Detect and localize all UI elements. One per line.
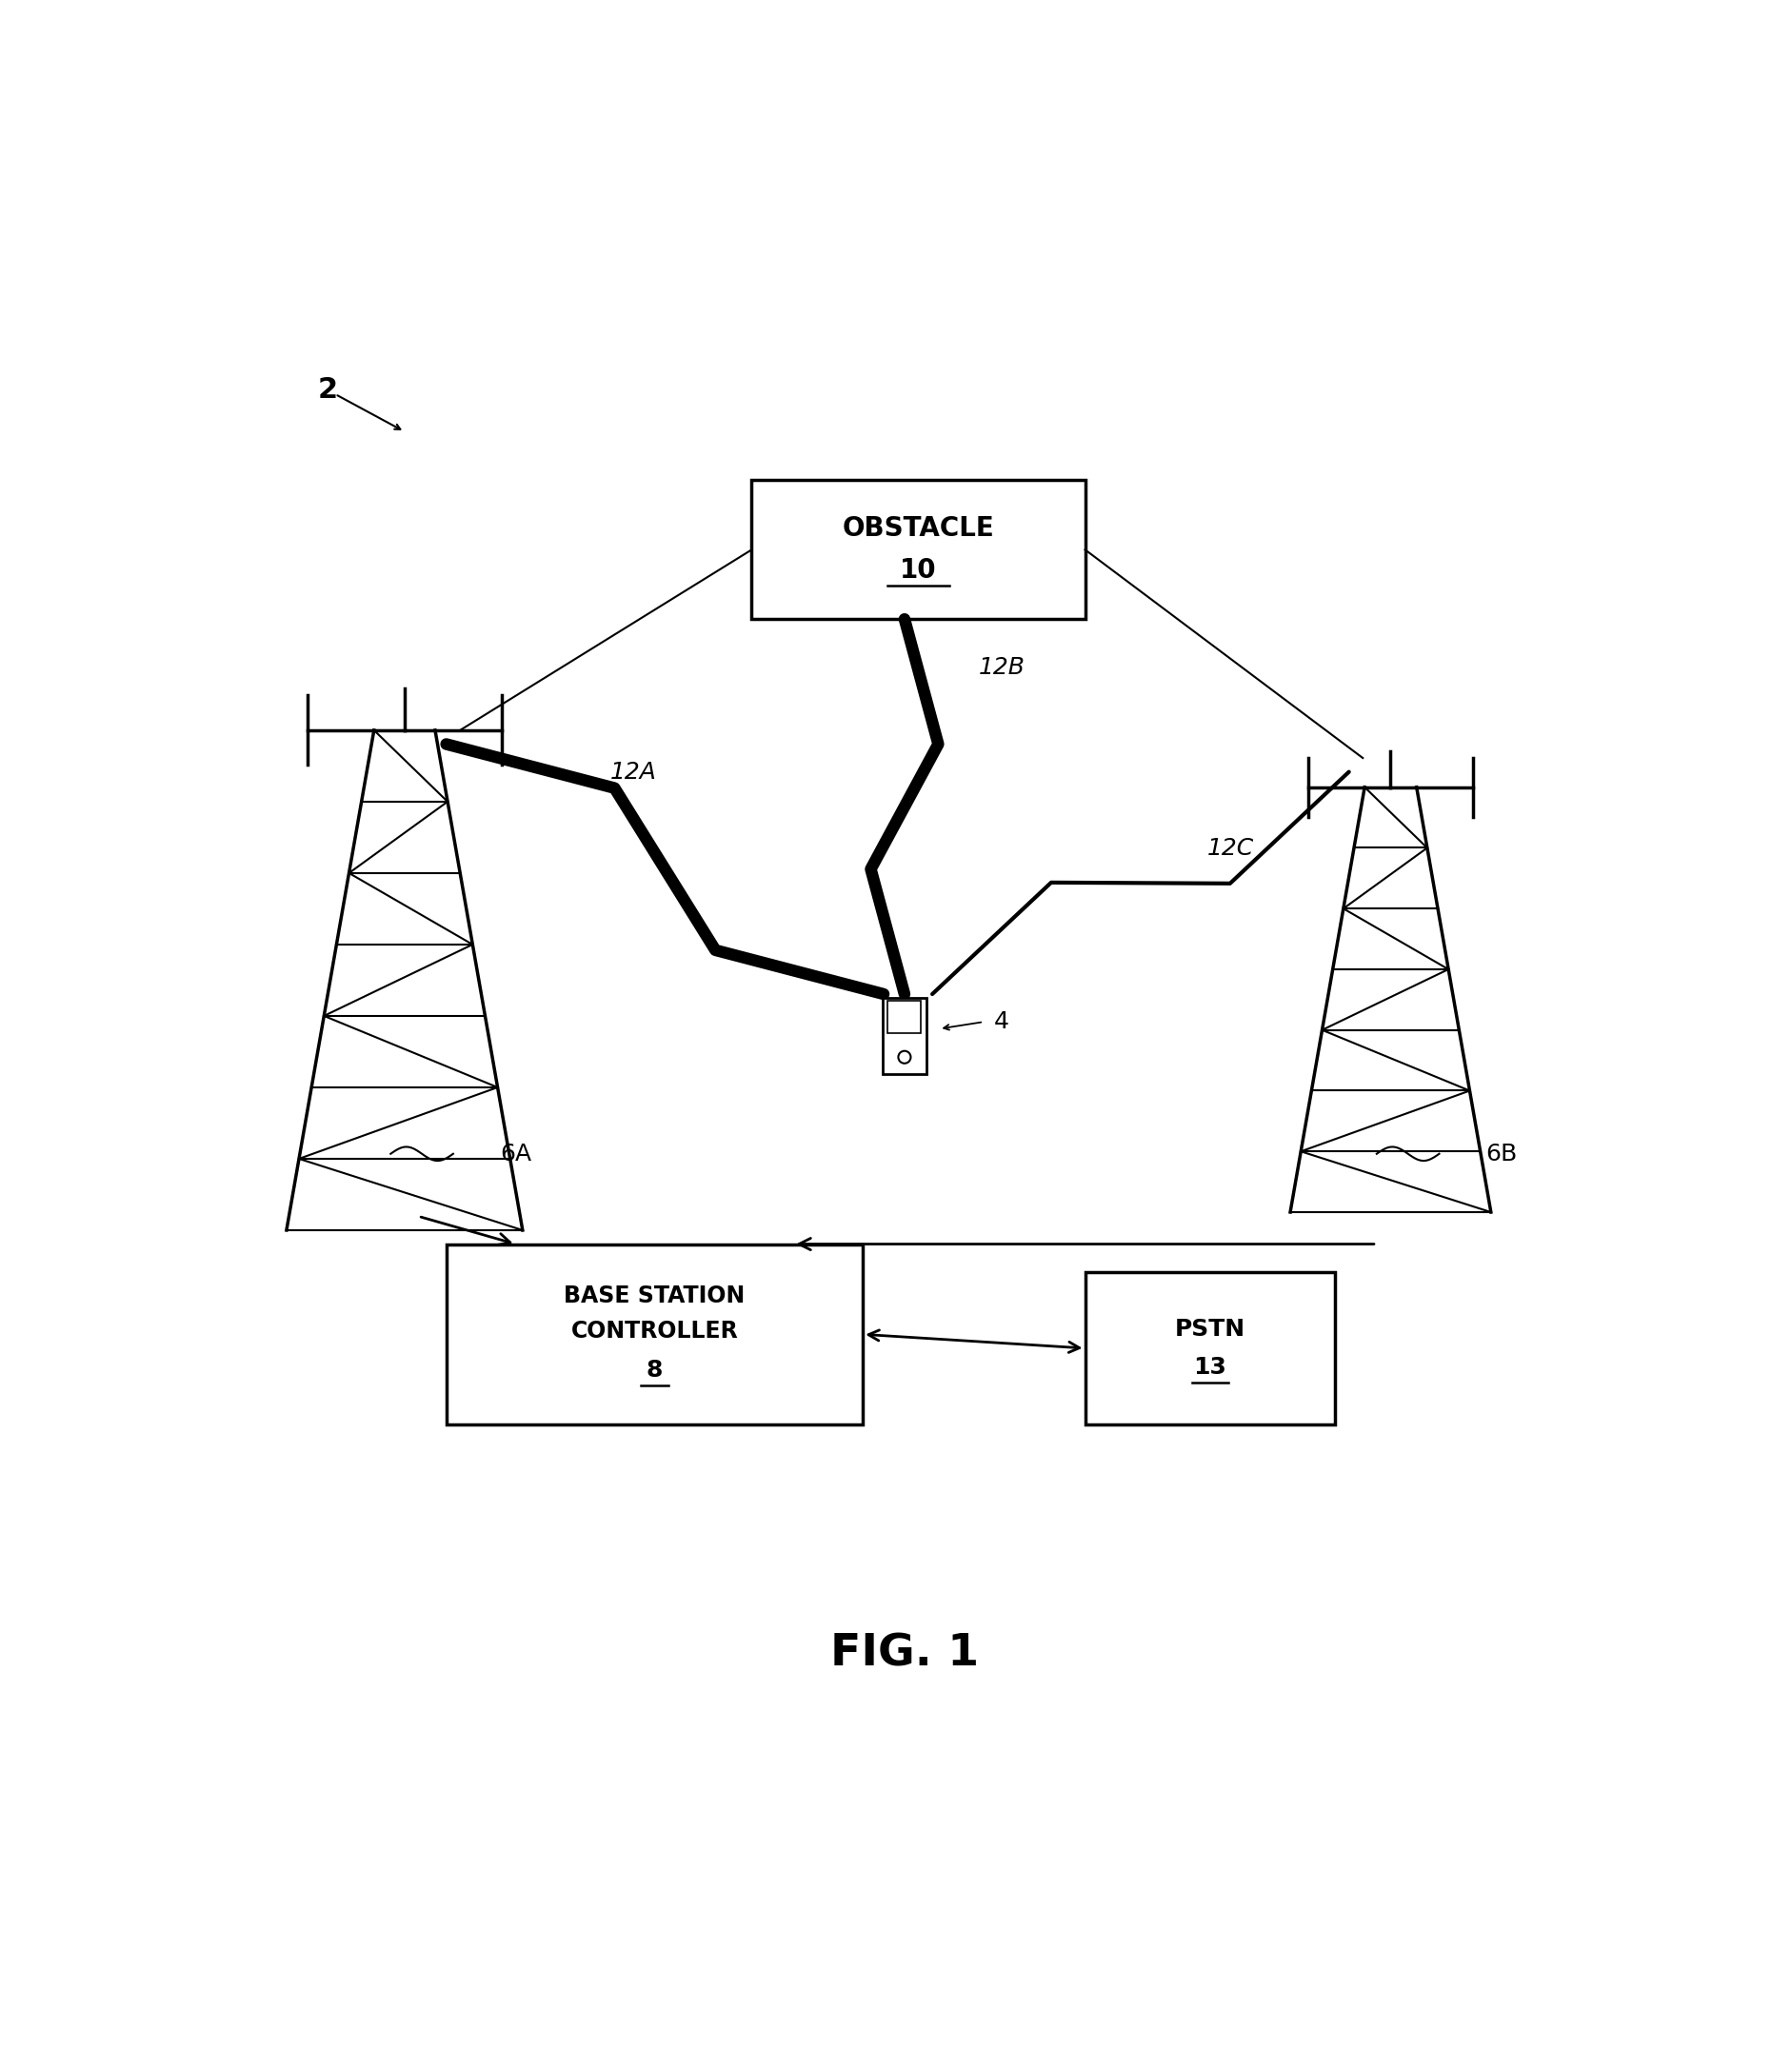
Circle shape bbox=[898, 1050, 910, 1062]
Text: BASE STATION: BASE STATION bbox=[564, 1284, 745, 1306]
Text: 12C: 12C bbox=[1208, 837, 1254, 859]
Text: 10: 10 bbox=[900, 558, 937, 585]
Text: 13: 13 bbox=[1193, 1356, 1228, 1378]
Text: 6B: 6B bbox=[1486, 1142, 1518, 1165]
Bar bbox=[446, 1245, 862, 1425]
Text: PSTN: PSTN bbox=[1176, 1317, 1245, 1339]
Bar bbox=[1084, 1272, 1335, 1425]
Text: 8: 8 bbox=[647, 1360, 663, 1382]
Text: 12A: 12A bbox=[611, 761, 658, 783]
Text: 6A: 6A bbox=[500, 1142, 532, 1165]
Bar bbox=[887, 1001, 921, 1034]
Text: 2: 2 bbox=[319, 375, 339, 404]
Bar bbox=[753, 480, 1084, 619]
Text: FIG. 1: FIG. 1 bbox=[830, 1633, 978, 1676]
Text: 4: 4 bbox=[995, 1011, 1009, 1034]
Text: CONTROLLER: CONTROLLER bbox=[572, 1321, 738, 1343]
Text: OBSTACLE: OBSTACLE bbox=[842, 515, 995, 541]
Bar bbox=[882, 997, 926, 1075]
Text: 12B: 12B bbox=[978, 656, 1025, 679]
